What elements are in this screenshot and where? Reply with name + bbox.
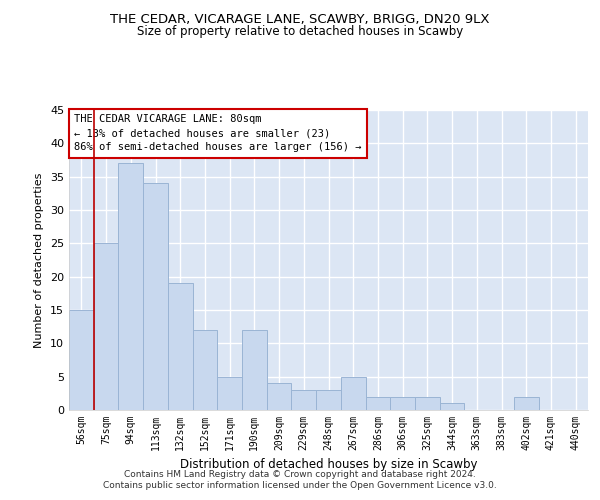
Bar — [316, 390, 341, 410]
Bar — [193, 330, 217, 410]
Text: THE CEDAR, VICARAGE LANE, SCAWBY, BRIGG, DN20 9LX: THE CEDAR, VICARAGE LANE, SCAWBY, BRIGG,… — [110, 12, 490, 26]
Bar — [514, 396, 539, 410]
Bar — [118, 164, 143, 410]
Bar — [415, 396, 440, 410]
Bar — [390, 396, 415, 410]
Text: THE CEDAR VICARAGE LANE: 80sqm
← 13% of detached houses are smaller (23)
86% of : THE CEDAR VICARAGE LANE: 80sqm ← 13% of … — [74, 114, 362, 152]
Bar — [267, 384, 292, 410]
Bar — [440, 404, 464, 410]
Y-axis label: Number of detached properties: Number of detached properties — [34, 172, 44, 348]
Bar — [242, 330, 267, 410]
Text: Contains public sector information licensed under the Open Government Licence v3: Contains public sector information licen… — [103, 481, 497, 490]
Bar — [341, 376, 365, 410]
Bar — [94, 244, 118, 410]
Bar — [217, 376, 242, 410]
X-axis label: Distribution of detached houses by size in Scawby: Distribution of detached houses by size … — [180, 458, 477, 471]
Text: Contains HM Land Registry data © Crown copyright and database right 2024.: Contains HM Land Registry data © Crown c… — [124, 470, 476, 479]
Bar — [365, 396, 390, 410]
Text: Size of property relative to detached houses in Scawby: Size of property relative to detached ho… — [137, 25, 463, 38]
Bar — [292, 390, 316, 410]
Bar — [168, 284, 193, 410]
Bar — [143, 184, 168, 410]
Bar — [69, 310, 94, 410]
